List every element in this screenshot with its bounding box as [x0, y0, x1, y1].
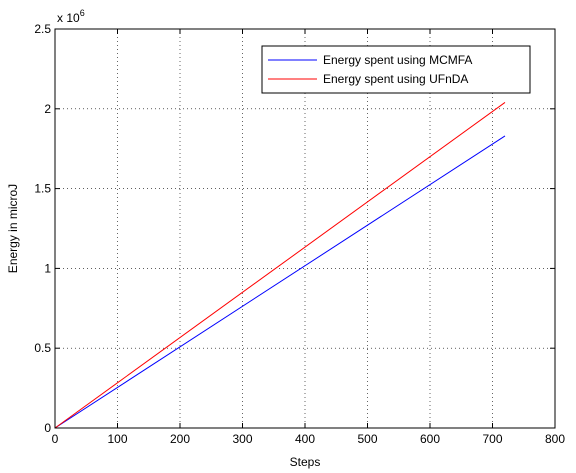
y-tick-label: 1.5 — [34, 182, 51, 196]
x-tick-label: 200 — [170, 432, 190, 446]
x-tick-label: 0 — [52, 432, 59, 446]
x-tick-label: 600 — [420, 432, 440, 446]
y-tick-label: 0.5 — [34, 341, 51, 355]
y-axis-label: Energy in microJ — [6, 184, 20, 273]
y-exponent-power: 6 — [80, 8, 85, 18]
legend-box — [261, 45, 531, 94]
y-exponent-label: x 106 — [57, 8, 85, 25]
x-tick-label: 300 — [232, 432, 252, 446]
legend: Energy spent using MCMFA Energy spent us… — [261, 45, 531, 94]
legend-label-ufnda: Energy spent using UFnDA — [323, 72, 468, 86]
y-tick-label: 2 — [44, 102, 51, 116]
x-tick-label: 100 — [107, 432, 127, 446]
x-axis-label: Steps — [290, 455, 321, 469]
series-layer — [54, 102, 506, 429]
y-tick-label: 2.5 — [34, 22, 51, 36]
x-tick-label: 800 — [545, 432, 565, 446]
grid — [55, 29, 555, 428]
series-line-1 — [54, 102, 506, 429]
y-exponent-base: x 10 — [57, 11, 80, 25]
series-line-0 — [54, 135, 506, 429]
y-tick-label: 1 — [44, 261, 51, 275]
legend-label-mcmfa: Energy spent using MCMFA — [323, 53, 472, 67]
x-tick-label: 700 — [482, 432, 502, 446]
y-tick-labels: 0 0.5 1 1.5 2 2.5 — [34, 22, 51, 435]
x-tick-label: 400 — [295, 432, 315, 446]
ticks — [54, 28, 556, 429]
x-tick-label: 500 — [357, 432, 377, 446]
y-tick-label: 0 — [44, 421, 51, 435]
x-tick-labels: 0 100 200 300 400 500 600 700 800 — [52, 432, 566, 446]
